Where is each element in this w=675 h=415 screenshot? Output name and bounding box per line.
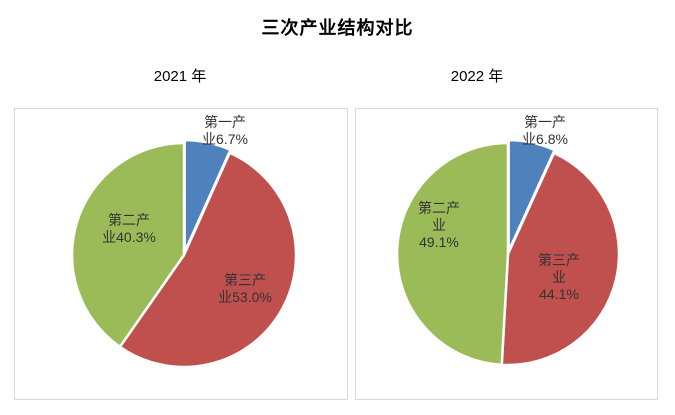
right-chart-subtitle: 2022 年 (450, 68, 504, 85)
data-label-secondary-industry: 第二产 业 49.1% (418, 200, 460, 250)
pie-slices (70, 138, 298, 369)
data-label-secondary-industry: 第二产 业40.3% (102, 212, 156, 245)
left-chart-subtitle: 2021 年 (153, 68, 207, 85)
pie-slice-primary-industry (183, 138, 232, 254)
pie-chart-panel-2022: 第一产 业6.8% 第二产 业 49.1% 第三产 业 44.1% (355, 108, 658, 400)
data-label-tertiary-industry: 第三产 业53.0% (218, 272, 272, 305)
pie-slice-tertiary-industry (500, 151, 621, 367)
pie-slices (395, 138, 621, 367)
pie-slice-primary-industry (507, 138, 556, 253)
data-label-primary-industry: 第一产 业6.7% (202, 114, 248, 147)
pie-slice-secondary-industry (395, 141, 510, 367)
pie-chart-panel-2021: 第一产 业6.7% 第二产 业40.3% 第三产 业53.0% (14, 108, 348, 400)
figure-title: 三次产业结构对比 (261, 18, 414, 38)
pie-chart-2022 (395, 138, 621, 367)
pie-slice-secondary-industry (70, 141, 186, 349)
pie-slice-tertiary-industry (118, 151, 298, 369)
pie-chart-2021 (70, 138, 298, 369)
data-label-primary-industry: 第一产 业6.8% (522, 114, 568, 147)
data-label-tertiary-industry: 第三产 业 44.1% (538, 252, 580, 302)
